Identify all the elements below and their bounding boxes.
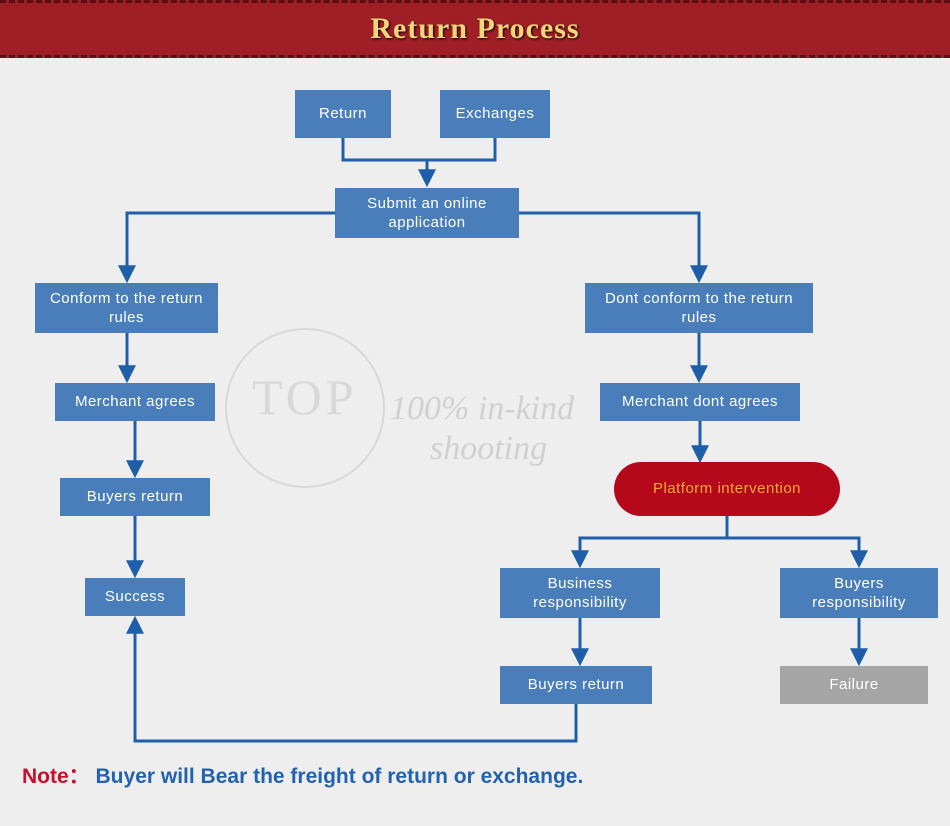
footer-note: Note： Buyer will Bear the freight of ret…: [22, 760, 583, 790]
node-success: Success: [85, 578, 185, 616]
node-return: Return: [295, 90, 391, 138]
node-mdontagrees: Merchant dont agrees: [600, 383, 800, 421]
node-dontconform: Dont conform to the return rules: [585, 283, 813, 333]
node-submit: Submit an online application: [335, 188, 519, 238]
note-text: Buyer will Bear the freight of return or…: [96, 765, 584, 788]
node-buyersreturn1: Buyers return: [60, 478, 210, 516]
note-label: Note：: [22, 765, 90, 788]
node-buyersreturn2: Buyers return: [500, 666, 652, 704]
node-magrees: Merchant agrees: [55, 383, 215, 421]
connector-layer: [0, 58, 950, 826]
watermark-top: TOP: [252, 368, 358, 426]
node-bizresp: Business responsibility: [500, 568, 660, 618]
node-platform: Platform intervention: [614, 462, 840, 516]
flowchart-area: TOP 100% in-kind shooting Return Exchange…: [0, 58, 950, 826]
watermark-line1: 100% in-kind: [390, 390, 574, 428]
node-conform: Conform to the return rules: [35, 283, 218, 333]
watermark-circle: [225, 328, 385, 488]
node-buyresp: Buyers responsibility: [780, 568, 938, 618]
watermark-line2: shooting: [430, 430, 547, 468]
header-band: Return Process: [0, 0, 950, 58]
page-title: Return Process: [370, 12, 579, 46]
node-failure: Failure: [780, 666, 928, 704]
node-exchanges: Exchanges: [440, 90, 550, 138]
